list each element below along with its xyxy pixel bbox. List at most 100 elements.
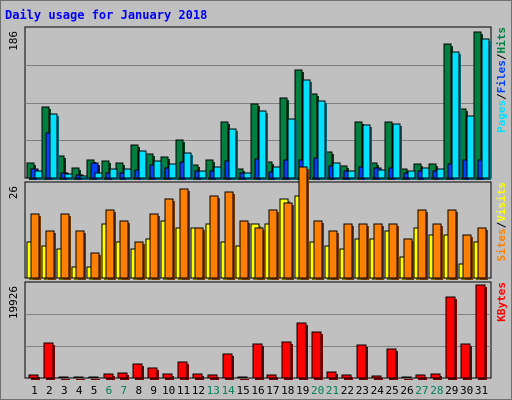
bar-kbytes-day-31	[475, 284, 487, 380]
max-label-kbytes: 19926	[7, 286, 20, 319]
day-label-28: 28	[430, 384, 443, 397]
day-label-10: 10	[162, 384, 175, 397]
max-label-hits-files-pages: 186	[7, 31, 20, 51]
bar-sites-day-17	[268, 209, 279, 280]
bar-sites-day-20	[313, 220, 324, 280]
bar-kbytes-day-30	[460, 343, 472, 380]
bar-kbytes-day-28	[430, 373, 442, 380]
bar-kbytes-day-26	[401, 376, 413, 380]
legend-separator: /	[495, 93, 508, 100]
bar-sites-day-31	[477, 227, 488, 280]
bar-pages-day-10	[168, 163, 178, 180]
panel-visits-sites: 26 Sites/Visits	[7, 166, 508, 280]
bar-sites-day-25	[388, 223, 399, 280]
bar-pages-day-2	[49, 113, 59, 180]
bar-sites-day-7	[119, 220, 130, 280]
bar-pages-day-1	[34, 170, 44, 180]
bar-sites-day-8	[134, 241, 145, 280]
bar-pages-day-15	[243, 172, 253, 180]
bar-kbytes-day-4	[73, 376, 85, 380]
bar-sites-day-23	[358, 223, 369, 280]
day-label-9: 9	[150, 384, 157, 397]
bar-kbytes-day-19	[296, 322, 308, 380]
legend-hits-files-pages: Pages/Files/Hits	[495, 27, 508, 133]
day-label-5: 5	[91, 384, 98, 397]
day-label-6: 6	[106, 384, 113, 397]
bar-sites-day-12	[194, 227, 205, 280]
bar-kbytes-day-1	[28, 374, 40, 380]
bar-kbytes-day-9	[147, 367, 159, 380]
day-label-1: 1	[31, 384, 38, 397]
bar-kbytes-day-20	[311, 331, 323, 380]
bar-pages-day-30	[466, 115, 476, 180]
bar-kbytes-day-2	[43, 342, 55, 380]
bar-pages-day-5	[94, 172, 104, 180]
legend-visits: Visits	[495, 182, 508, 222]
bar-sites-day-16	[254, 227, 265, 280]
bar-pages-day-19	[302, 79, 312, 180]
panel-hits-files-pages: 186 Pages/Files/Hits	[7, 26, 508, 180]
series-pages	[34, 38, 491, 180]
bar-pages-day-29	[451, 51, 461, 180]
bar-kbytes-day-6	[103, 373, 115, 380]
day-label-22: 22	[341, 384, 354, 397]
bar-sites-day-28	[432, 223, 443, 280]
day-label-16: 16	[251, 384, 264, 397]
bar-kbytes-day-24	[371, 375, 383, 380]
day-label-25: 25	[386, 384, 399, 397]
bar-kbytes-day-27	[415, 374, 427, 380]
bar-kbytes-day-7	[117, 372, 129, 380]
bar-kbytes-day-15	[237, 376, 249, 380]
bar-pages-day-27	[421, 167, 431, 180]
bar-sites-day-22	[343, 223, 354, 280]
day-label-20: 20	[311, 384, 324, 397]
day-label-12: 12	[192, 384, 205, 397]
bar-sites-day-13	[209, 195, 220, 280]
bar-sites-day-2	[45, 230, 56, 280]
bar-pages-day-14	[228, 128, 238, 180]
bar-pages-day-18	[287, 118, 297, 180]
bar-pages-day-28	[436, 168, 446, 180]
legend-visits-sites: Sites/Visits	[495, 182, 508, 262]
bar-sites-day-5	[90, 252, 101, 280]
bar-pages-day-26	[407, 170, 417, 180]
bar-sites-day-19	[298, 166, 309, 280]
bar-pages-day-13	[213, 166, 223, 180]
bar-pages-day-22	[347, 170, 357, 180]
bar-kbytes-day-10	[162, 373, 174, 380]
bar-kbytes-day-11	[177, 361, 189, 380]
legend-separator: /	[495, 53, 508, 60]
bar-sites-day-4	[75, 230, 86, 280]
bar-pages-day-16	[258, 110, 268, 180]
page-title: Daily usage for January 2018	[5, 8, 207, 22]
day-label-8: 8	[135, 384, 142, 397]
day-label-7: 7	[121, 384, 128, 397]
bar-kbytes-day-23	[356, 344, 368, 380]
bar-pages-day-3	[64, 173, 74, 180]
day-label-15: 15	[236, 384, 249, 397]
bar-pages-day-8	[138, 150, 148, 180]
bar-pages-day-20	[317, 100, 327, 180]
legend-files: Files	[495, 60, 508, 93]
day-label-29: 29	[445, 384, 458, 397]
day-label-14: 14	[222, 384, 236, 397]
bar-sites-day-9	[149, 213, 160, 280]
bar-sites-day-24	[373, 223, 384, 280]
legend-hits: Hits	[495, 27, 508, 54]
bar-sites-day-27	[417, 209, 428, 280]
bar-sites-day-18	[283, 202, 294, 280]
legend-kbytes: KBytes	[495, 282, 508, 322]
bar-sites-day-21	[328, 230, 339, 280]
bar-kbytes-day-12	[192, 373, 204, 380]
bar-sites-day-14	[224, 191, 235, 280]
bar-sites-day-30	[462, 234, 473, 280]
day-label-24: 24	[371, 384, 385, 397]
legend-sites: Sites	[495, 228, 508, 261]
bar-kbytes-day-22	[341, 374, 353, 380]
bar-kbytes-day-14	[222, 353, 234, 380]
day-label-11: 11	[177, 384, 190, 397]
bar-pages-day-31	[481, 38, 491, 180]
bar-kbytes-day-21	[326, 371, 338, 380]
day-label-2: 2	[46, 384, 53, 397]
